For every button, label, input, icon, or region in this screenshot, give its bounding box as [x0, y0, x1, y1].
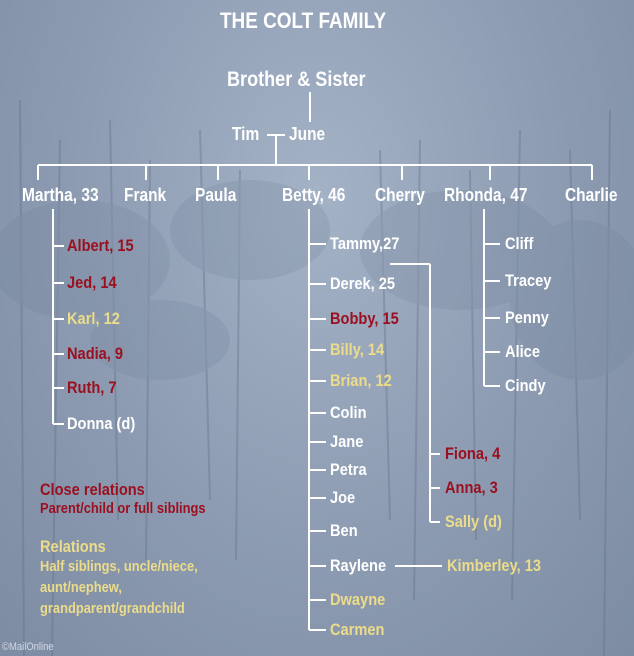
grandchild-tracey: Tracey	[505, 271, 552, 290]
grandchild-karl: Karl, 12	[67, 309, 120, 328]
grandchild-ruth: Ruth, 7	[67, 378, 117, 397]
grandchild-billy: Billy, 14	[330, 340, 385, 359]
grandchild-derek: Derek, 25	[330, 274, 396, 293]
diagram-title: THE COLT FAMILY	[220, 8, 387, 33]
legend-close-desc: Parent/child or full siblings	[40, 500, 206, 517]
grandchild-jed: Jed, 14	[67, 273, 117, 292]
grandchild-penny: Penny	[505, 308, 549, 327]
grandchild-brian: Brian, 12	[330, 371, 392, 390]
legend-close-title: Close relations	[40, 480, 145, 499]
grandchild-colin: Colin	[330, 403, 367, 422]
legend-relations-title: Relations	[40, 537, 106, 556]
grandchild-jane: Jane	[330, 432, 364, 451]
child-betty: Betty, 46	[282, 185, 346, 205]
grandchild-petra: Petra	[330, 460, 367, 479]
child-rhonda: Rhonda, 47	[444, 185, 528, 205]
legend-relations-desc-3: grandparent/grandchild	[40, 600, 185, 617]
legend-relations-desc-2: aunt/nephew,	[40, 579, 122, 596]
child-charlie: Charlie	[565, 185, 618, 205]
child-martha: Martha, 33	[22, 185, 99, 205]
grandchild-bobby: Bobby, 15	[330, 309, 399, 328]
great-grandchild-kimberley: Kimberley, 13	[447, 556, 541, 575]
person-tim: Tim	[232, 124, 260, 144]
grandchild-raylene: Raylene	[330, 556, 387, 575]
grandchild-albert: Albert, 15	[67, 236, 134, 255]
child-paula: Paula	[195, 185, 237, 205]
grandchild-tammy: Tammy,27	[330, 234, 400, 253]
grandchild-alice: Alice	[505, 342, 540, 361]
great-grandchild-sally: Sally (d)	[445, 512, 502, 531]
grandchild-carmen: Carmen	[330, 620, 385, 639]
grandchild-cindy: Cindy	[505, 376, 546, 395]
grandchild-joe: Joe	[330, 488, 356, 507]
great-grandchild-fiona: Fiona, 4	[445, 444, 501, 463]
person-june: June	[289, 124, 326, 144]
grandchild-nadia: Nadia, 9	[67, 344, 124, 363]
grandchild-ben: Ben	[330, 521, 358, 540]
great-grandchild-anna: Anna, 3	[445, 478, 498, 497]
grandchild-dwayne: Dwayne	[330, 590, 386, 609]
legend-relations-desc-1: Half siblings, uncle/niece,	[40, 558, 198, 575]
grandchild-cliff: Cliff	[505, 234, 534, 253]
root-node: Brother & Sister	[227, 68, 366, 91]
grandchild-donna: Donna (d)	[67, 414, 136, 433]
child-cherry: Cherry	[375, 185, 425, 205]
child-frank: Frank	[124, 185, 167, 205]
watermark: ©MailOnline	[2, 641, 54, 653]
